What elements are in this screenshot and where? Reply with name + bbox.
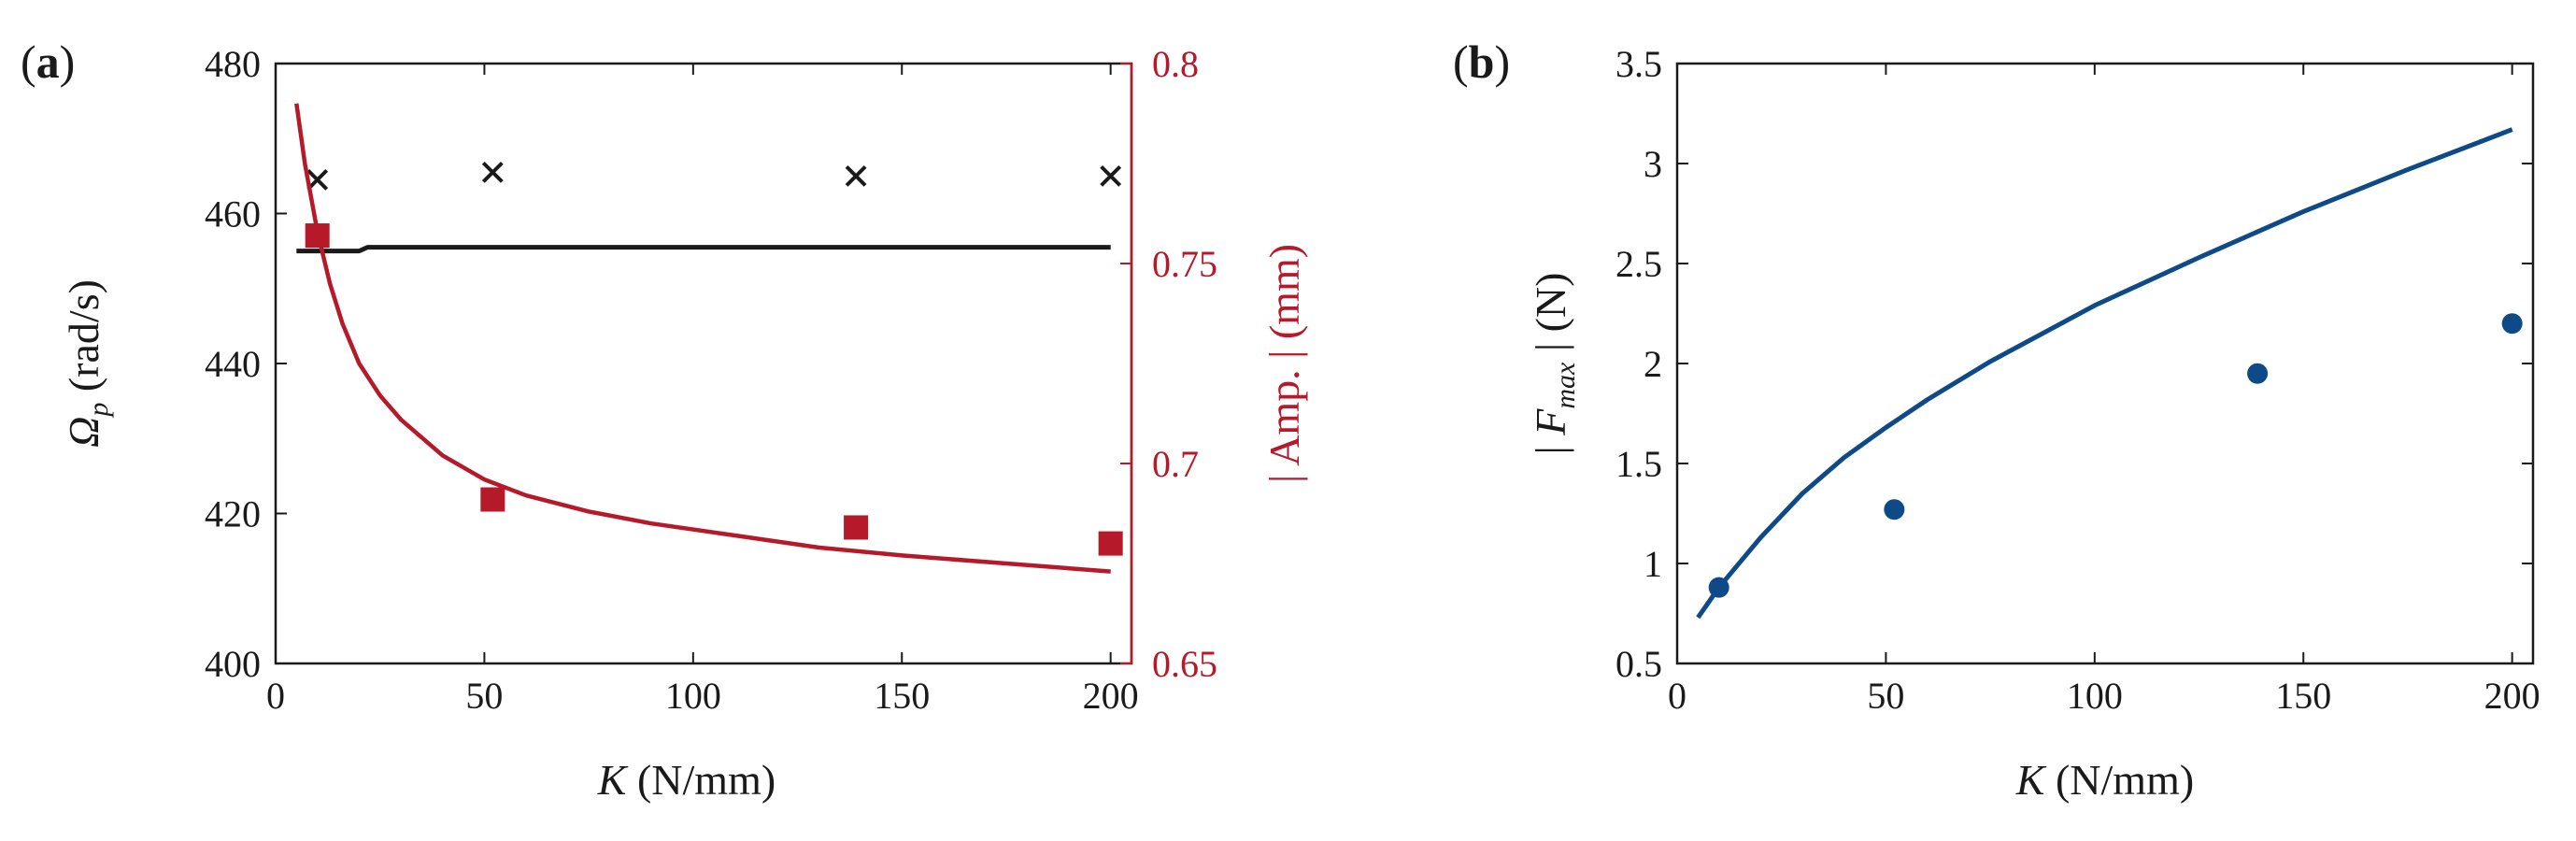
chart-b-x-axis-label: K (N/mm)	[2015, 756, 2194, 804]
y-tick-label: 3.5	[1615, 43, 1662, 85]
chart-a-left-y-axis: 400 420 440 460 480	[205, 43, 287, 685]
data-point-x-marker	[845, 164, 867, 187]
data-point-dot	[2247, 363, 2269, 384]
data-point-dot	[1884, 499, 1905, 520]
y-tick-left-label: 420	[205, 493, 261, 535]
y-tick-left-label: 400	[205, 643, 261, 685]
y-tick-label: 2	[1644, 343, 1662, 385]
x-tick-label: 0	[1668, 675, 1686, 717]
chart-b-x-axis: 0 50 100 150 200	[1668, 64, 2540, 717]
y-tick-right-label: 0.65	[1152, 643, 1217, 685]
data-point-x-marker	[306, 168, 329, 191]
data-point-square	[1098, 531, 1123, 556]
chart-a: 0 50 100 150 200 400 420 440 460 480 0.65 0.7 0.75…	[60, 43, 1308, 804]
x-tick-label: 150	[874, 675, 930, 717]
y-tick-label: 2.5	[1615, 243, 1662, 285]
data-point-square	[844, 515, 869, 540]
data-point-square	[305, 223, 330, 249]
x-tick-label: 50	[1867, 675, 1904, 717]
x-tick-label: 200	[1083, 675, 1139, 717]
y-tick-right-label: 0.8	[1152, 43, 1199, 85]
x-tick-label: 100	[2067, 675, 2123, 717]
x-tick-label: 150	[2275, 675, 2331, 717]
y-tick-left-label: 460	[205, 193, 261, 235]
y-tick-label: 1.5	[1615, 443, 1662, 485]
y-tick-label: 3	[1644, 143, 1662, 185]
data-point-square	[480, 487, 505, 512]
series-line-black	[296, 245, 1111, 254]
chart-b-y-axis: 0.5 1 1.5 2 2.5 3 3.5	[1615, 43, 2533, 685]
chart-a-plot-frame	[274, 62, 1133, 665]
chart-b-y-axis-label: | Fmax | (N)	[1527, 273, 1581, 455]
chart-b-plot-frame	[1675, 62, 2535, 665]
x-tick-label: 200	[2484, 675, 2540, 717]
chart-a-right-y-axis: 0.65 0.7 0.75 0.8	[1120, 43, 1217, 685]
chart-a-left-y-axis-label: Ωp (rad/s)	[60, 279, 114, 448]
y-tick-label: 1	[1644, 543, 1662, 585]
x-tick-label: 0	[266, 675, 285, 717]
chart-a-x-axis-label: K (N/mm)	[597, 756, 776, 804]
chart-a-right-y-axis-label: | Amp. | (mm)	[1260, 244, 1308, 483]
data-point-dot	[1708, 577, 1729, 598]
y-tick-label: 0.5	[1615, 643, 1662, 685]
data-point-dot	[2501, 313, 2523, 335]
x-tick-label: 100	[665, 675, 721, 717]
chart-b: 0 50 100 150 200 0.5 1 1.5 2 2.5 3 3.5 K (N/mm) | …	[1527, 43, 2540, 804]
data-point-x-marker	[481, 161, 504, 183]
data-point-x-marker	[1100, 164, 1122, 187]
y-tick-right-label: 0.7	[1152, 443, 1199, 485]
y-tick-left-label: 440	[205, 343, 261, 385]
x-tick-label: 50	[465, 675, 503, 717]
panel-a-label: (a)	[21, 36, 75, 88]
panel-b-label: (b)	[1453, 36, 1510, 88]
series-line-blue	[1696, 127, 2513, 620]
chart-a-series	[294, 103, 1123, 574]
y-tick-left-label: 480	[205, 43, 261, 85]
y-tick-right-label: 0.75	[1152, 243, 1217, 285]
chart-b-series	[1696, 127, 2523, 620]
series-line-red	[294, 103, 1111, 574]
chart-a-x-axis: 0 50 100 150 200	[266, 64, 1139, 717]
